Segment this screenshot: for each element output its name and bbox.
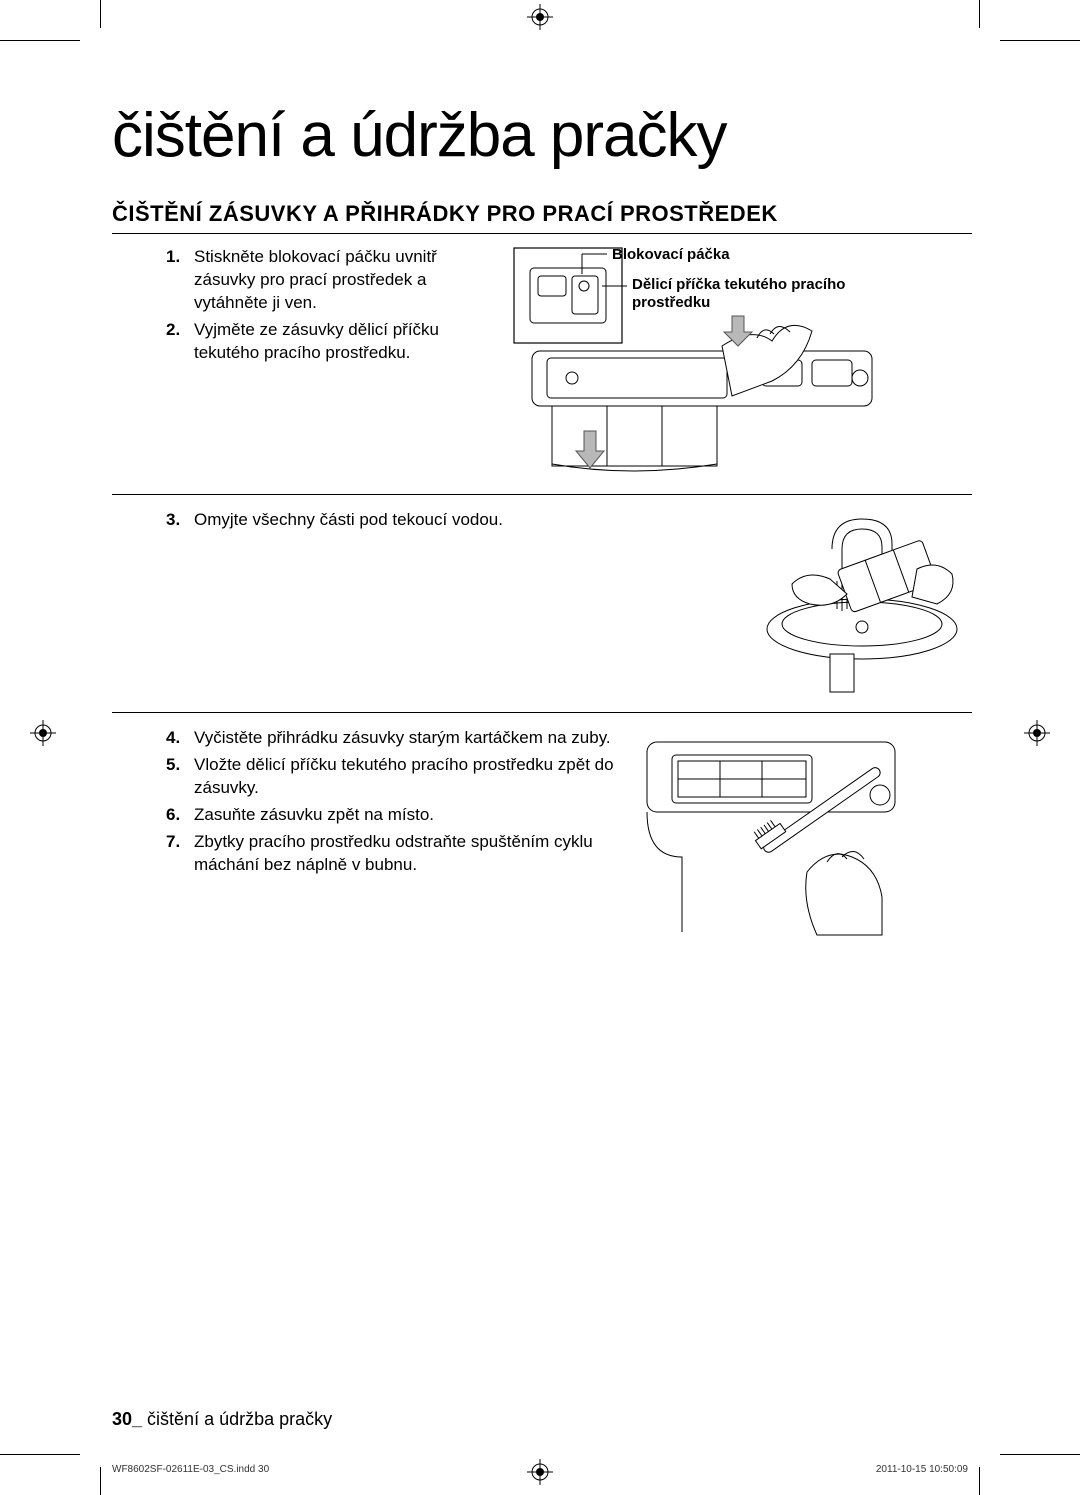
list-item: 3.Omyjte všechny části pod tekoucí vodou… [194, 509, 732, 532]
imprint-file: WF8602SF-02611E-03_CS.indd 30 [112, 1464, 269, 1475]
step-number: 6. [166, 804, 180, 827]
registration-mark-icon [527, 1459, 553, 1485]
step-text: Zasuňte zásuvku zpět na místo. [194, 805, 434, 824]
page-number: 30_ [112, 1409, 142, 1429]
step-text: Stiskněte blokovací páčku uvnitř zásuvky… [194, 247, 437, 312]
registration-mark-icon [30, 720, 56, 746]
figure-brush-recess [642, 727, 897, 937]
crop-mark [100, 0, 101, 28]
footer-section: čištění a údržba pračky [142, 1409, 332, 1429]
crop-mark [979, 1467, 980, 1495]
crop-mark [0, 1454, 80, 1455]
registration-mark-icon [527, 4, 553, 30]
step-number: 4. [166, 727, 180, 750]
illustration-svg [642, 727, 897, 937]
crop-mark [1000, 1454, 1080, 1455]
step-text: Omyjte všechny části pod tekoucí vodou. [194, 510, 503, 529]
divider [112, 494, 972, 495]
list-item: 6.Zasuňte zásuvku zpět na místo. [194, 804, 622, 827]
step-text: Vyjměte ze zásuvky dělicí příčku tekutéh… [194, 320, 439, 362]
callout-lever: Blokovací páčka [612, 246, 730, 264]
list-item: 1.Stiskněte blokovací páčku uvnitř zásuv… [194, 246, 492, 315]
page-title: čištění a údržba pračky [112, 100, 972, 171]
step-text: Vložte dělicí příčku tekutého pracího pr… [194, 755, 614, 797]
crop-mark [100, 1467, 101, 1495]
list-item: 5.Vložte dělicí příčku tekutého pracího … [194, 754, 622, 800]
illustration-svg [752, 509, 972, 694]
figure-rinse [752, 509, 972, 694]
crop-mark [0, 40, 80, 41]
crop-mark [1000, 40, 1080, 41]
step-number: 7. [166, 831, 180, 854]
list-item: 2.Vyjměte ze zásuvky dělicí příčku tekut… [194, 319, 492, 365]
divider [112, 233, 972, 234]
figure-drawer-removal: Blokovací páčka Dělicí příčka tekutého p… [512, 246, 884, 476]
step-number: 3. [166, 509, 180, 532]
divider [112, 712, 972, 713]
callout-divider: Dělicí příčka tekutého pracího prostředk… [632, 276, 872, 312]
step-text: Zbytky pracího prostředku odstraňte spuš… [194, 832, 593, 874]
list-item: 7.Zbytky pracího prostředku odstraňte sp… [194, 831, 622, 877]
registration-mark-icon [1024, 720, 1050, 746]
step-text: Vyčistěte přihrádku zásuvky starým kartá… [194, 728, 611, 747]
list-item: 4.Vyčistěte přihrádku zásuvky starým kar… [194, 727, 622, 750]
crop-mark [979, 0, 980, 28]
page-footer: 30_ čištění a údržba pračky [112, 1409, 332, 1430]
step-number: 5. [166, 754, 180, 777]
step-number: 1. [166, 246, 180, 269]
section-heading: ČIŠTĚNÍ ZÁSUVKY A PŘIHRÁDKY PRO PRACÍ PR… [112, 201, 972, 227]
imprint-date: 2011-10-15 10:50:09 [876, 1464, 968, 1475]
step-number: 2. [166, 319, 180, 342]
